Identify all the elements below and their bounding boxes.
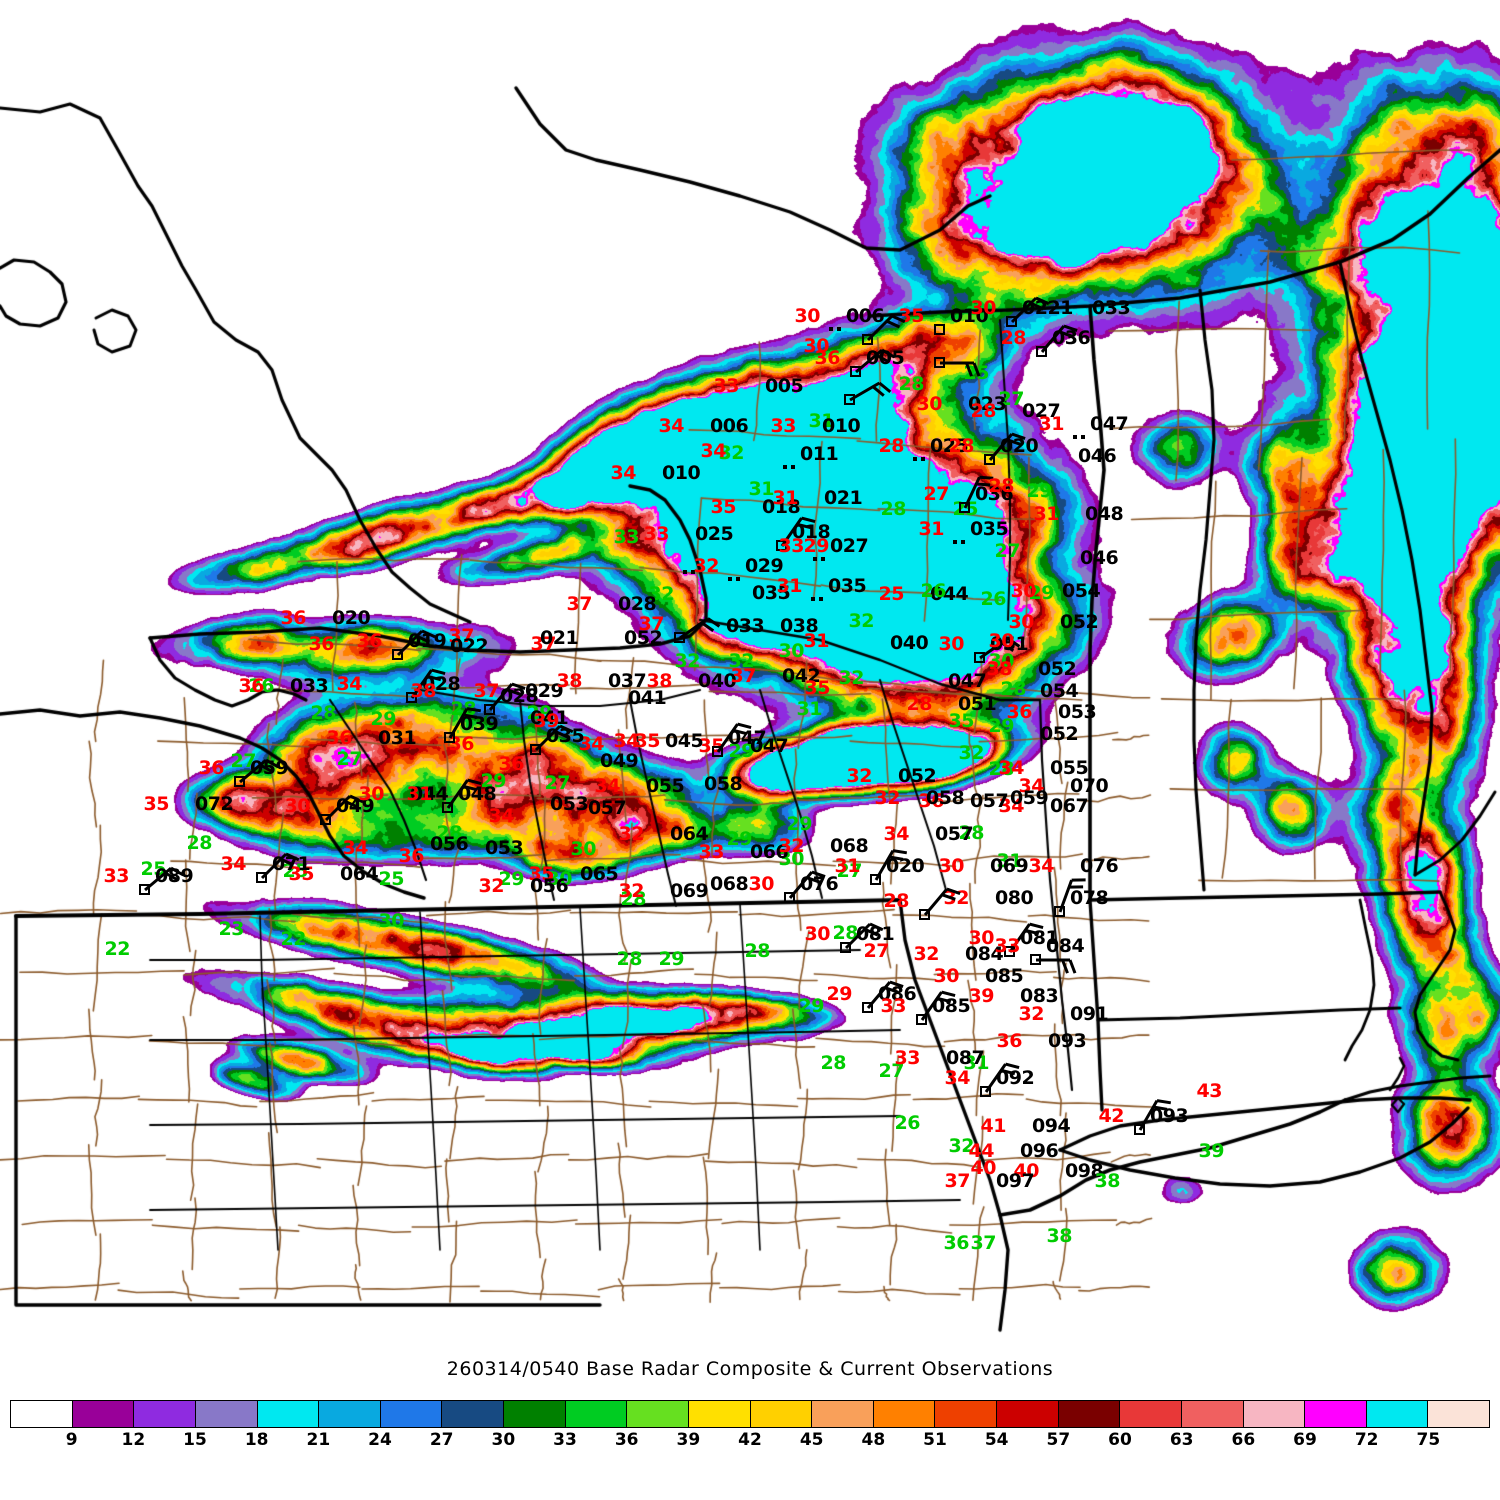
colorbar-label-33: 33: [553, 1430, 577, 1450]
colorbar-cell-0: [11, 1401, 73, 1427]
colorbar-cell-3: [195, 1401, 258, 1427]
colorbar-label-36: 36: [614, 1430, 639, 1450]
map-area[interactable]: 30 006 35 010 30 0221 033 25 28 036 27 28 30 36 005 31 3…: [0, 0, 1500, 1355]
colorbar-label-24: 24: [368, 1430, 392, 1450]
colorbar-cell-5: [319, 1401, 381, 1427]
colorbar-label-9: 9: [65, 1430, 78, 1450]
colorbar-label-42: 42: [738, 1430, 762, 1450]
colorbar-cell-13: [812, 1401, 874, 1427]
colorbar-label-72: 72: [1354, 1430, 1379, 1450]
colorbar-label-18: 18: [244, 1430, 269, 1450]
colorbar-cell-8: [504, 1401, 566, 1427]
geography-boundaries-layer: [0, 0, 1500, 1355]
colorbar-cell-19: [1181, 1401, 1244, 1427]
colorbar-cell-2: [134, 1401, 196, 1427]
colorbar-label-21: 21: [306, 1430, 331, 1450]
colorbar-label-60: 60: [1108, 1430, 1132, 1450]
colorbar-label-30: 30: [491, 1430, 516, 1450]
colorbar-label-39: 39: [676, 1430, 701, 1450]
page-title: 260314/0540 Base Radar Composite & Curre…: [446, 1358, 1054, 1380]
colorbar-cell-17: [1058, 1401, 1121, 1427]
colorbar-label-12: 12: [121, 1430, 146, 1450]
colorbar-cell-14: [873, 1401, 936, 1427]
colorbar-label-63: 63: [1169, 1430, 1194, 1450]
colorbar-cell-1: [72, 1401, 135, 1427]
title-bar: 260314/0540 Base Radar Composite & Curre…: [0, 1358, 1500, 1386]
colorbar-label-69: 69: [1293, 1430, 1317, 1450]
colorbar-label-45: 45: [799, 1430, 824, 1450]
colorbar-cell-20: [1243, 1401, 1306, 1427]
colorbar-cell-11: [688, 1401, 751, 1427]
colorbar-cell-6: [380, 1401, 443, 1427]
colorbar-legend: 9 12 15 18 21 24 27 30 33 36 39 42 45 48 51 54 57 60 63 66 6…: [10, 1400, 1490, 1490]
colorbar-tick-labels: 9 12 15 18 21 24 27 30 33 36 39 42 45 48 51 54 57 60 63 66 6…: [10, 1430, 1490, 1460]
colorbar-label-48: 48: [861, 1430, 886, 1450]
colorbar-label-51: 51: [923, 1430, 947, 1450]
colorbar-cell-4: [257, 1401, 320, 1427]
colorbar-swatches: [10, 1400, 1490, 1428]
colorbar-cell-22: [1366, 1401, 1429, 1427]
colorbar-label-66: 66: [1231, 1430, 1256, 1450]
colorbar-cell-7: [442, 1401, 504, 1427]
colorbar-cell-23: [1428, 1401, 1489, 1427]
colorbar-cell-16: [997, 1401, 1059, 1427]
colorbar-cell-10: [627, 1401, 689, 1427]
colorbar-cell-9: [565, 1401, 628, 1427]
colorbar-cell-15: [935, 1401, 997, 1427]
colorbar-label-15: 15: [183, 1430, 207, 1450]
colorbar-label-54: 54: [984, 1430, 1009, 1450]
colorbar-cell-18: [1120, 1401, 1182, 1427]
colorbar-label-57: 57: [1046, 1430, 1071, 1450]
colorbar-cell-12: [750, 1401, 813, 1427]
colorbar-label-27: 27: [429, 1430, 454, 1450]
colorbar-cell-21: [1305, 1401, 1367, 1427]
colorbar-label-75: 75: [1416, 1430, 1441, 1450]
